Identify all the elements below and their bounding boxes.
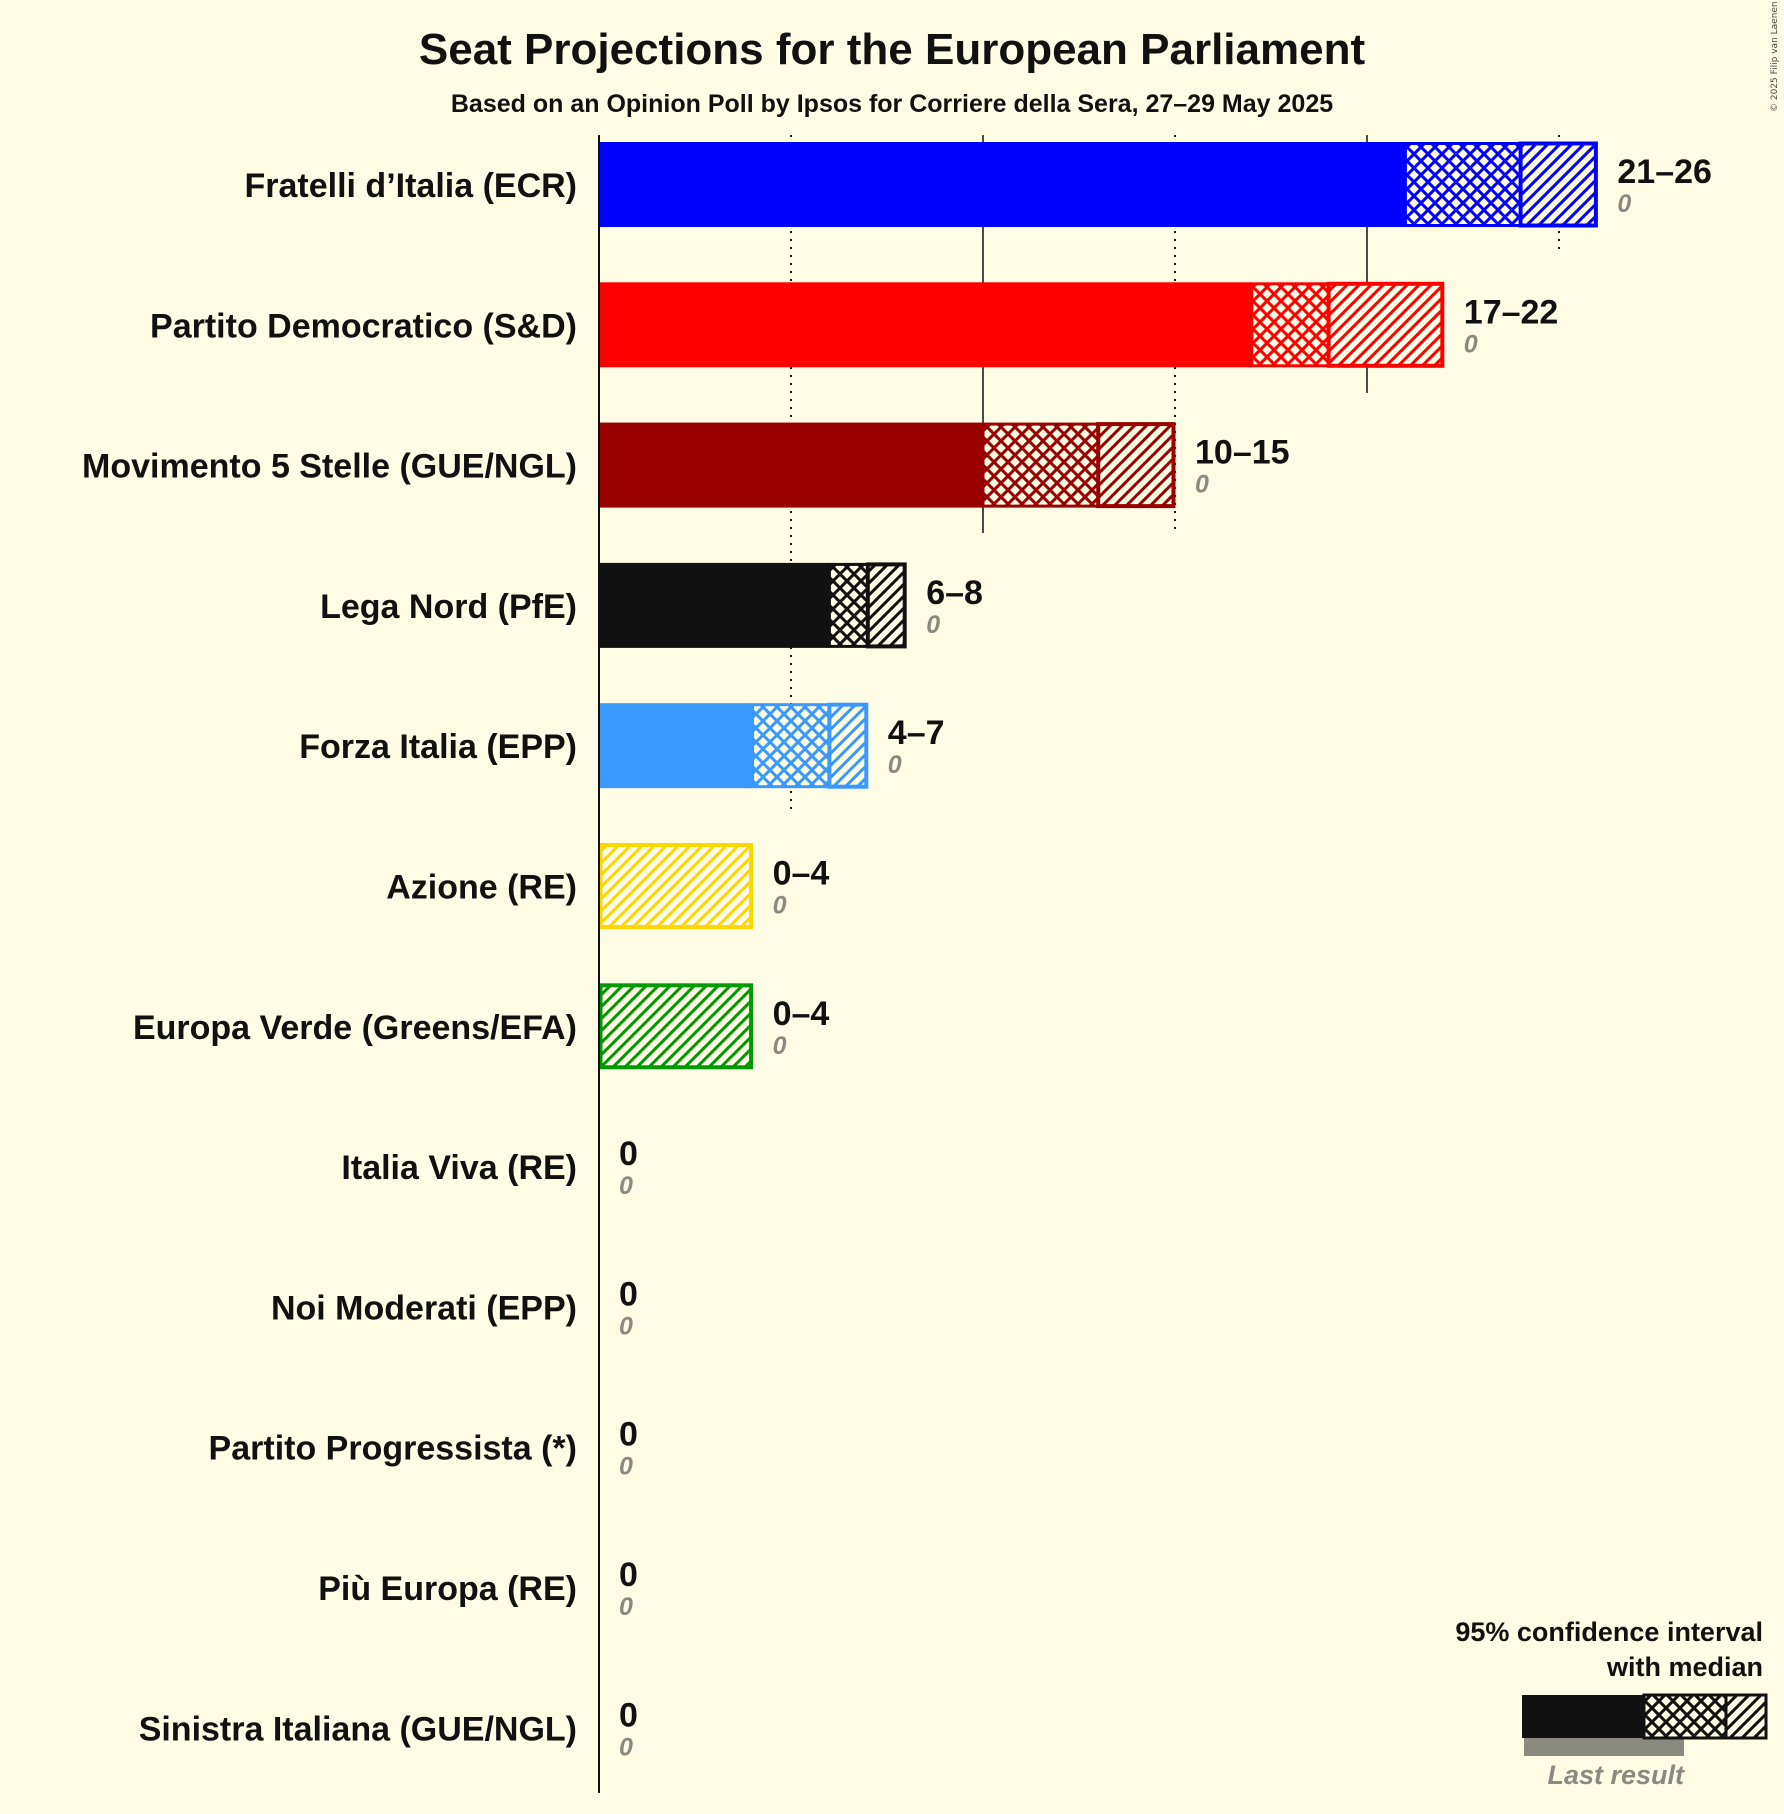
range-label: 0–4 bbox=[773, 995, 830, 1033]
bar-solid-segment bbox=[599, 142, 1406, 227]
bar-diagonal-segment bbox=[1518, 141, 1598, 228]
party-label: Sinistra Italiana (GUE/NGL) bbox=[139, 1710, 577, 1748]
party-label: Movimento 5 Stelle (GUE/NGL) bbox=[82, 448, 577, 486]
legend-solid-swatch bbox=[1522, 1695, 1644, 1738]
range-label: 0 bbox=[619, 1135, 638, 1173]
party-label: Azione (RE) bbox=[386, 869, 577, 907]
party-label: Più Europa (RE) bbox=[318, 1570, 577, 1608]
party-label: Partito Democratico (S&D) bbox=[150, 307, 577, 345]
legend-ci-line2: with median bbox=[1606, 1652, 1763, 1682]
last-result-label: 0 bbox=[619, 1593, 633, 1621]
last-result-label: 0 bbox=[619, 1312, 633, 1340]
bar-crosshatch-segment bbox=[827, 562, 870, 648]
last-result-label: 0 bbox=[619, 1453, 633, 1481]
party-label: Noi Moderati (EPP) bbox=[271, 1289, 577, 1327]
legend-crosshatch-swatch bbox=[1642, 1693, 1728, 1740]
bar-diagonal-segment bbox=[598, 843, 754, 929]
bar-solid-segment bbox=[599, 282, 1252, 368]
bar-crosshatch-segment bbox=[1403, 142, 1523, 227]
bar-crosshatch-segment bbox=[751, 703, 831, 789]
bar-diagonal-segment bbox=[827, 702, 869, 789]
range-label: 21–26 bbox=[1617, 153, 1712, 191]
bar-row: Noi Moderati (EPP) 00 bbox=[271, 1275, 638, 1340]
copyright-note: © 2025 Filip van Laenen bbox=[1770, 1, 1780, 112]
bar-row: Azione (RE) 0–40 bbox=[386, 843, 830, 929]
last-result-label: 0 bbox=[1464, 330, 1478, 358]
party-label: Europa Verde (Greens/EFA) bbox=[133, 1009, 577, 1047]
range-label: 4–7 bbox=[888, 714, 945, 752]
party-label: Partito Progressista (*) bbox=[209, 1430, 577, 1468]
range-label: 6–8 bbox=[926, 574, 983, 612]
bar-row: Partito Democratico (S&D) 17–220 bbox=[150, 281, 1559, 368]
legend-last-result-swatch bbox=[1524, 1736, 1684, 1756]
last-result-label: 0 bbox=[619, 1733, 633, 1761]
last-result-label: 0 bbox=[1617, 190, 1631, 218]
last-result-label: 0 bbox=[773, 1032, 787, 1060]
last-result-label: 0 bbox=[619, 1172, 633, 1200]
bar-row: Italia Viva (RE) 00 bbox=[341, 1135, 638, 1200]
last-result-label: 0 bbox=[1195, 471, 1209, 499]
bar-diagonal-segment bbox=[1096, 422, 1176, 509]
last-result-label: 0 bbox=[773, 892, 787, 920]
bar-row: Lega Nord (PfE) 6–80 bbox=[320, 562, 983, 649]
bar-diagonal-segment bbox=[598, 983, 754, 1070]
party-label: Forza Italia (EPP) bbox=[299, 728, 577, 766]
party-label: Fratelli d’Italia (ECR) bbox=[245, 167, 578, 205]
range-label: 17–22 bbox=[1464, 293, 1559, 331]
bar-crosshatch-segment bbox=[981, 422, 1100, 508]
bar-row: Sinistra Italiana (GUE/NGL) 00 bbox=[139, 1696, 638, 1761]
bar-row: Partito Progressista (*) 00 bbox=[209, 1416, 638, 1481]
bar-solid-segment bbox=[599, 562, 830, 648]
range-label: 0–4 bbox=[773, 855, 830, 893]
bar-crosshatch-segment bbox=[1250, 282, 1331, 368]
range-label: 0 bbox=[619, 1416, 638, 1454]
last-result-label: 0 bbox=[926, 611, 940, 639]
legend: 95% confidence interval with median Last… bbox=[1455, 1617, 1768, 1790]
legend-ci-line1: 95% confidence interval bbox=[1455, 1617, 1763, 1647]
chart-subtitle: Based on an Opinion Poll by Ipsos for Co… bbox=[451, 90, 1333, 118]
bar-row: Più Europa (RE) 00 bbox=[318, 1556, 638, 1621]
legend-diagonal-swatch bbox=[1724, 1693, 1768, 1740]
bar-row: Europa Verde (Greens/EFA) 0–40 bbox=[133, 983, 830, 1070]
last-result-label: 0 bbox=[888, 751, 902, 779]
bar-solid-segment bbox=[599, 703, 753, 789]
range-label: 10–15 bbox=[1195, 434, 1290, 472]
chart-title: Seat Projections for the European Parlia… bbox=[419, 25, 1366, 74]
range-label: 0 bbox=[619, 1275, 638, 1313]
bar-solid-segment bbox=[599, 422, 983, 508]
party-label: Lega Nord (PfE) bbox=[320, 588, 577, 626]
party-label: Italia Viva (RE) bbox=[341, 1149, 577, 1187]
bar-diagonal-segment bbox=[1326, 281, 1445, 368]
bar-row: Movimento 5 Stelle (GUE/NGL) 10–150 bbox=[82, 422, 1290, 509]
bar-row: Forza Italia (EPP) 4–70 bbox=[299, 702, 945, 789]
bar-diagonal-segment bbox=[865, 562, 907, 649]
legend-last-result-label: Last result bbox=[1547, 1760, 1685, 1790]
range-label: 0 bbox=[619, 1556, 638, 1594]
range-label: 0 bbox=[619, 1696, 638, 1734]
bar-row: Fratelli d’Italia (ECR) 21–260 bbox=[245, 141, 1712, 228]
